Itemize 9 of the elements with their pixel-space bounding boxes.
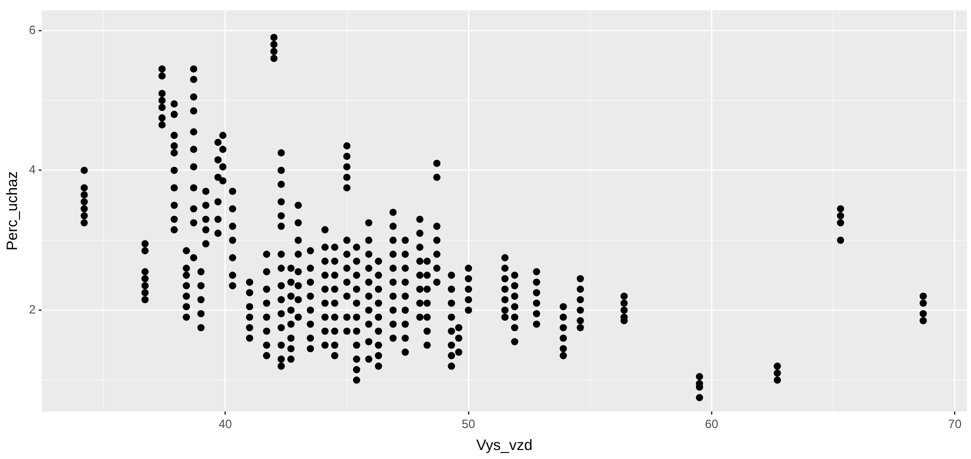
y-tick-label: 2 xyxy=(28,302,36,317)
x-axis-title: Vys_vzd xyxy=(476,437,532,454)
y-tick-label: 4 xyxy=(28,162,36,177)
x-tick-label: 50 xyxy=(462,417,476,432)
x-tick-label: 60 xyxy=(704,417,719,432)
x-tick-label: 70 xyxy=(948,417,962,432)
x-tick-label: 40 xyxy=(218,417,232,432)
y-tick-label: 6 xyxy=(28,22,36,37)
y-axis-title: Perc_uchaz xyxy=(4,171,22,251)
